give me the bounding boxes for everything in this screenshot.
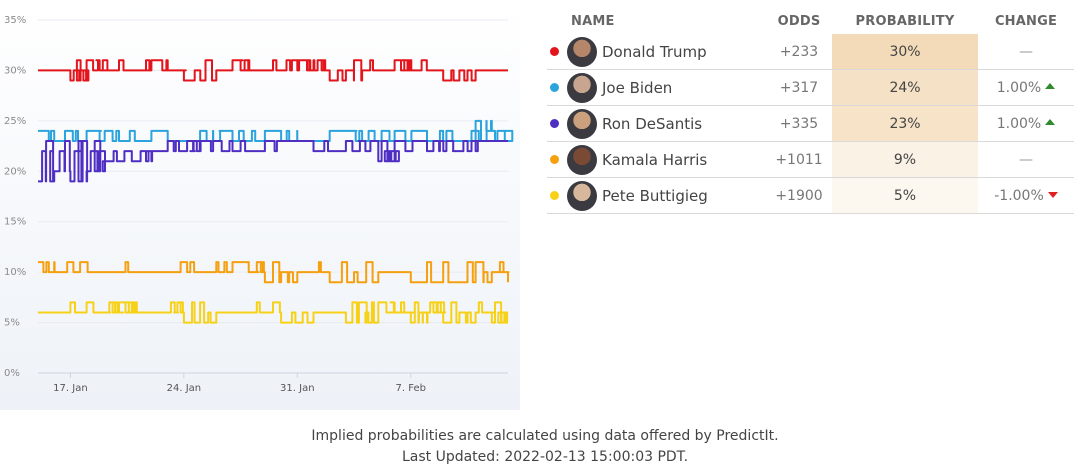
- x-tick-label: 24. Jan: [167, 383, 202, 394]
- table-header-row: NAME ODDS PROBABILITY CHANGE: [547, 8, 1074, 34]
- y-tick-label: 15%: [4, 217, 26, 228]
- header-odds: ODDS: [777, 13, 821, 29]
- series-color-dot: [550, 47, 559, 56]
- table-row[interactable]: Pete Buttigieg +1900 5% -1.00%: [547, 177, 1074, 214]
- change-cell: —: [978, 141, 1074, 178]
- odds-line-chart: 0% 5% 10% 15% 20% 25% 30% 35% 17. Jan 24. Jan 31. …: [4, 15, 514, 394]
- arrow-down-icon: [1047, 191, 1058, 198]
- series-dot-cell: [547, 69, 567, 106]
- header-change: CHANGE: [994, 13, 1058, 29]
- x-tick-label: 7. Feb: [396, 383, 426, 394]
- header-name: NAME: [571, 13, 615, 29]
- probability-value: 23%: [832, 105, 978, 142]
- y-tick-label: 35%: [4, 15, 26, 26]
- series-line-kamala-harris[interactable]: [38, 261, 510, 284]
- series-dot-cell: [547, 177, 567, 214]
- change-cell: —: [978, 34, 1074, 70]
- footer: Implied probabilities are calculated usi…: [0, 426, 1090, 468]
- header-dot-spacer: [547, 8, 567, 34]
- y-tick-label: 5%: [4, 318, 20, 329]
- series-color-dot: [550, 119, 559, 128]
- candidate-name: Donald Trump: [602, 42, 707, 61]
- series-color-dot: [550, 191, 559, 200]
- table-row[interactable]: Joe Biden +317 24% 1.00%: [547, 69, 1074, 106]
- probability-value: 9%: [832, 141, 978, 178]
- series-dot-cell: [547, 105, 567, 142]
- avatar: [567, 144, 597, 175]
- arrow-up-icon: [1045, 82, 1056, 89]
- candidate-cell: Pete Buttigieg: [567, 177, 766, 214]
- series-line-ron-desantis[interactable]: [38, 140, 508, 183]
- footer-source-note: Implied probabilities are calculated usi…: [311, 428, 779, 444]
- odds-value: +317: [766, 69, 832, 106]
- footer-last-updated: Last Updated: 2022-02-13 15:00:03 PDT.: [401, 449, 689, 465]
- change-value: —: [1019, 43, 1033, 60]
- table-row[interactable]: Ron DeSantis +335 23% 1.00%: [547, 105, 1074, 142]
- odds-value: +1011: [766, 141, 832, 178]
- change-value: -1.00%: [994, 187, 1044, 204]
- odds-value: +1900: [766, 177, 832, 214]
- odds-value: +233: [766, 34, 832, 70]
- candidate-name: Joe Biden: [602, 78, 673, 97]
- probability-value: 30%: [832, 34, 978, 70]
- odds-table: NAME ODDS PROBABILITY CHANGE Donald Trum…: [547, 8, 1074, 214]
- series-color-dot: [550, 155, 559, 164]
- header-probability: PROBABILITY: [855, 13, 955, 29]
- avatar: [567, 72, 597, 103]
- candidate-cell: Kamala Harris: [567, 141, 766, 178]
- avatar: [567, 180, 597, 211]
- probability-value: 24%: [832, 69, 978, 106]
- series-color-dot: [550, 83, 559, 92]
- candidate-name: Ron DeSantis: [602, 114, 703, 133]
- change-value: 1.00%: [996, 115, 1042, 132]
- table-body: Donald Trump +233 30% — Joe Biden +317 24% 1.00…: [547, 34, 1074, 214]
- odds-value: +335: [766, 105, 832, 142]
- series-line-joe-biden[interactable]: [38, 119, 514, 142]
- candidate-name: Kamala Harris: [602, 150, 708, 169]
- probability-value: 5%: [832, 177, 978, 214]
- y-tick-label: 30%: [4, 65, 26, 76]
- x-tick-label: 17. Jan: [53, 383, 88, 394]
- table-row[interactable]: Kamala Harris +1011 9% —: [547, 141, 1074, 178]
- y-tick-label: 20%: [4, 166, 26, 177]
- avatar: [567, 108, 597, 139]
- avatar: [567, 36, 597, 67]
- candidate-cell: Ron DeSantis: [567, 105, 766, 142]
- change-value: —: [1019, 151, 1033, 168]
- series-line-donald-trump[interactable]: [38, 59, 508, 82]
- candidate-cell: Joe Biden: [567, 69, 766, 106]
- series-dot-cell: [547, 141, 567, 178]
- change-cell: -1.00%: [978, 177, 1074, 214]
- series-line-pete-buttigieg[interactable]: [38, 301, 509, 324]
- x-tick-label: 31. Jan: [280, 383, 315, 394]
- y-tick-label: 10%: [4, 267, 26, 278]
- y-tick-label: 0%: [4, 368, 20, 379]
- candidate-name: Pete Buttigieg: [602, 186, 708, 205]
- odds-chart-area: 0% 5% 10% 15% 20% 25% 30% 35% 17. Jan 24. Jan 31. …: [0, 0, 520, 410]
- change-value: 1.00%: [996, 79, 1042, 96]
- change-cell: 1.00%: [978, 69, 1074, 106]
- series-dot-cell: [547, 34, 567, 70]
- y-tick-label: 25%: [4, 116, 26, 127]
- table-row[interactable]: Donald Trump +233 30% —: [547, 34, 1074, 70]
- change-cell: 1.00%: [978, 105, 1074, 142]
- arrow-up-icon: [1045, 118, 1056, 125]
- candidate-cell: Donald Trump: [567, 34, 766, 70]
